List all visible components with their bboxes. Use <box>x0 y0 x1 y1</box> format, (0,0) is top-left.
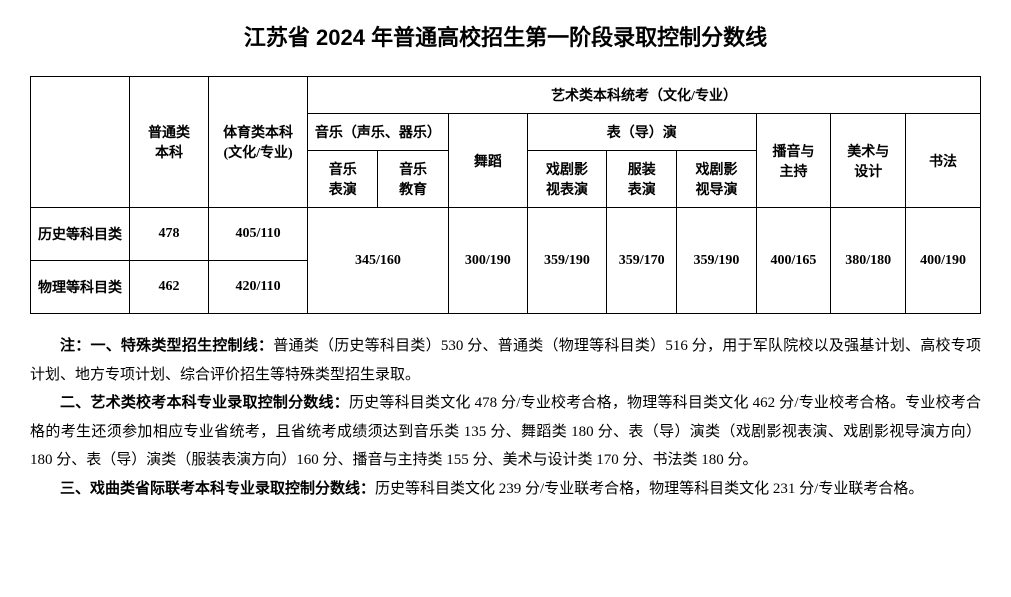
note-2: 二、艺术类校考本科专业录取控制分数线：历史等科目类文化 478 分/专业校考合格… <box>30 389 981 475</box>
col-calligraphy: 书法 <box>906 114 981 208</box>
col-music-group: 音乐（声乐、器乐） <box>308 114 449 151</box>
cell-art-design: 380/180 <box>831 208 906 314</box>
col-act-group: 表（导）演 <box>527 114 756 151</box>
note-1: 注：一、特殊类型招生控制线：普通类（历史等科目类）530 分、普通类（物理等科目… <box>30 332 981 389</box>
cell-physics-general: 462 <box>129 261 208 314</box>
note-3-label: 三、戏曲类省际联考本科专业录取控制分数线： <box>60 481 375 497</box>
row-history: 历史等科目类 478 405/110 345/160 300/190 359/1… <box>31 208 981 261</box>
col-art-design: 美术与设计 <box>831 114 906 208</box>
cell-history-pe: 405/110 <box>209 208 308 261</box>
col-pe: 体育类本科(文化/专业) <box>209 77 308 208</box>
col-fashion-perf: 服装表演 <box>607 151 677 208</box>
cell-history-general: 478 <box>129 208 208 261</box>
note-prefix: 注： <box>60 338 90 354</box>
row-history-label: 历史等科目类 <box>31 208 130 261</box>
cell-broadcast: 400/165 <box>756 208 831 314</box>
note-3-text: 历史等科目类文化 239 分/专业联考合格，物理等科目类文化 231 分/专业联… <box>375 481 923 497</box>
col-broadcast: 播音与主持 <box>756 114 831 208</box>
col-general: 普通类本科 <box>129 77 208 208</box>
note-2-label: 二、艺术类校考本科专业录取控制分数线： <box>60 395 349 411</box>
cell-physics-pe: 420/110 <box>209 261 308 314</box>
page-title: 江苏省 2024 年普通高校招生第一阶段录取控制分数线 <box>30 20 981 52</box>
col-drama-dir: 戏剧影视导演 <box>677 151 756 208</box>
cell-drama-dir: 359/190 <box>677 208 756 314</box>
cell-drama-perf: 359/190 <box>527 208 606 314</box>
notes-section: 注：一、特殊类型招生控制线：普通类（历史等科目类）530 分、普通类（物理等科目… <box>30 332 981 503</box>
score-table: 普通类本科 体育类本科(文化/专业) 艺术类本科统考（文化/专业） 音乐（声乐、… <box>30 76 981 314</box>
cell-music: 345/160 <box>308 208 449 314</box>
col-music-edu: 音乐教育 <box>378 151 448 208</box>
col-art-group: 艺术类本科统考（文化/专业） <box>308 77 981 114</box>
col-drama-perf: 戏剧影视表演 <box>527 151 606 208</box>
note-3: 三、戏曲类省际联考本科专业录取控制分数线：历史等科目类文化 239 分/专业联考… <box>30 475 981 504</box>
col-dance: 舞蹈 <box>448 114 527 208</box>
cell-fashion-perf: 359/170 <box>607 208 677 314</box>
row-physics-label: 物理等科目类 <box>31 261 130 314</box>
note-1-label: 一、特殊类型招生控制线： <box>90 338 273 354</box>
cell-dance: 300/190 <box>448 208 527 314</box>
cell-calligraphy: 400/190 <box>906 208 981 314</box>
col-music-perf: 音乐表演 <box>308 151 378 208</box>
corner-cell <box>31 77 130 208</box>
